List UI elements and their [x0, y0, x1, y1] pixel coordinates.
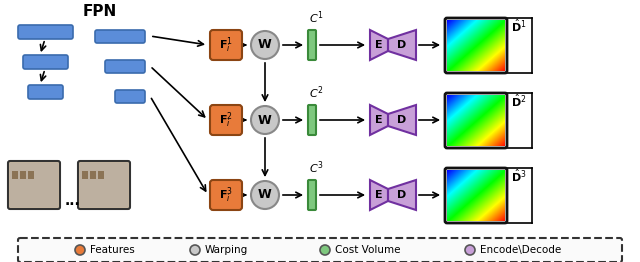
Text: W: W — [258, 113, 272, 127]
Circle shape — [465, 245, 475, 255]
Bar — [12, 171, 18, 179]
Polygon shape — [370, 105, 388, 135]
Text: FPN: FPN — [83, 4, 117, 19]
Text: $\mathbf{F}_i^3$: $\mathbf{F}_i^3$ — [219, 185, 233, 205]
Polygon shape — [388, 105, 416, 135]
Text: $\mathbf{F}_i^1$: $\mathbf{F}_i^1$ — [219, 35, 233, 55]
FancyBboxPatch shape — [8, 161, 60, 209]
FancyBboxPatch shape — [78, 161, 130, 209]
Circle shape — [251, 181, 279, 209]
Bar — [28, 171, 34, 179]
FancyBboxPatch shape — [210, 105, 242, 135]
Bar — [82, 171, 88, 179]
Text: Features: Features — [90, 245, 135, 255]
Circle shape — [190, 245, 200, 255]
FancyBboxPatch shape — [95, 30, 145, 43]
Circle shape — [75, 245, 85, 255]
Bar — [90, 171, 96, 179]
Circle shape — [320, 245, 330, 255]
Text: ...: ... — [65, 194, 81, 208]
Bar — [10, 163, 58, 207]
Polygon shape — [370, 180, 388, 210]
Text: E: E — [375, 115, 383, 125]
Text: $\hat{\mathbf{D}}^2$: $\hat{\mathbf{D}}^2$ — [511, 93, 527, 110]
Text: $\mathbf{F}_i^2$: $\mathbf{F}_i^2$ — [219, 110, 233, 130]
Text: Cost Volume: Cost Volume — [335, 245, 401, 255]
FancyBboxPatch shape — [210, 30, 242, 60]
FancyBboxPatch shape — [28, 85, 63, 99]
Polygon shape — [388, 30, 416, 60]
Text: $C^2$: $C^2$ — [308, 84, 323, 101]
Text: D: D — [397, 115, 406, 125]
Text: D: D — [397, 40, 406, 50]
FancyBboxPatch shape — [210, 180, 242, 210]
FancyBboxPatch shape — [18, 238, 622, 262]
Circle shape — [251, 31, 279, 59]
Text: $C^3$: $C^3$ — [308, 159, 323, 176]
Text: Encode\Decode: Encode\Decode — [480, 245, 561, 255]
FancyBboxPatch shape — [105, 60, 145, 73]
Polygon shape — [370, 30, 388, 60]
FancyBboxPatch shape — [18, 25, 73, 39]
Text: $\hat{\mathbf{D}}^3$: $\hat{\mathbf{D}}^3$ — [511, 168, 527, 184]
Polygon shape — [388, 180, 416, 210]
Text: E: E — [375, 190, 383, 200]
Bar — [20, 171, 26, 179]
FancyBboxPatch shape — [308, 30, 316, 60]
FancyBboxPatch shape — [115, 90, 145, 103]
Text: $C^1$: $C^1$ — [308, 9, 323, 26]
Text: W: W — [258, 39, 272, 52]
FancyBboxPatch shape — [23, 55, 68, 69]
Bar — [80, 163, 128, 207]
FancyBboxPatch shape — [308, 105, 316, 135]
FancyBboxPatch shape — [308, 180, 316, 210]
Bar — [98, 171, 104, 179]
Circle shape — [251, 106, 279, 134]
Text: D: D — [397, 190, 406, 200]
Text: Warping: Warping — [205, 245, 248, 255]
Text: W: W — [258, 188, 272, 201]
Text: $\hat{\mathbf{D}}^1$: $\hat{\mathbf{D}}^1$ — [511, 18, 527, 34]
Text: E: E — [375, 40, 383, 50]
